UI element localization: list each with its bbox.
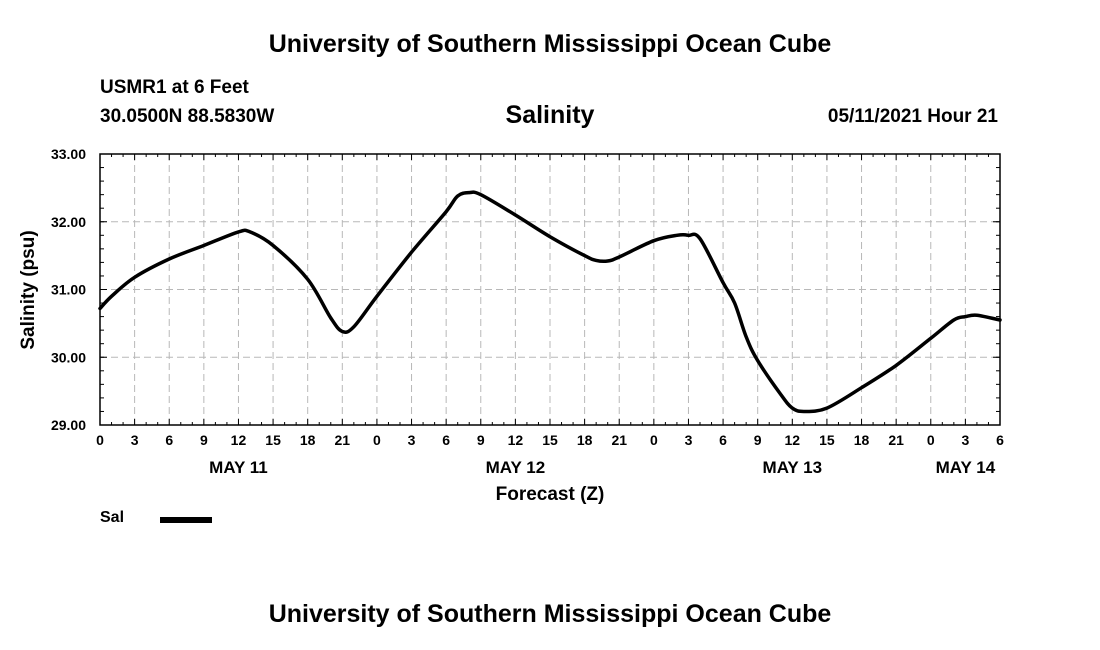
x-tick-label: 3 bbox=[131, 432, 139, 448]
legend-label: Sal bbox=[100, 509, 125, 526]
y-tick-label: 29.00 bbox=[51, 417, 86, 433]
x-tick-label: 15 bbox=[265, 432, 281, 448]
x-tick-label: 21 bbox=[888, 432, 904, 448]
x-tick-label: 6 bbox=[996, 432, 1004, 448]
x-tick-label: 12 bbox=[231, 432, 247, 448]
x-tick-label: 12 bbox=[508, 432, 524, 448]
axis-labels: 0 3 6 9 12 15 18 21 0 3 6 9 12 15 18 21 0 3 6 9 12 15 18 21 0 3 6 2… bbox=[51, 146, 1004, 477]
footer-title: University of Southern Mississippi Ocean… bbox=[268, 600, 832, 628]
axis-ticks bbox=[99, 153, 1001, 426]
y-axis-title: Salinity (psu) bbox=[18, 230, 39, 349]
page-title: University of Southern Mississippi Ocean… bbox=[268, 30, 832, 58]
x-tick-label: 6 bbox=[165, 432, 173, 448]
forecast-datetime: 05/11/2021 Hour 21 bbox=[827, 106, 998, 127]
y-tick-label: 32.00 bbox=[51, 214, 86, 230]
x-tick-label: 9 bbox=[200, 432, 208, 448]
x-tick-label: 6 bbox=[719, 432, 727, 448]
grid-lines bbox=[100, 154, 1000, 425]
station-coordinates: 30.0500N 88.5830W bbox=[100, 106, 275, 127]
x-tick-label: 6 bbox=[442, 432, 450, 448]
x-date-label: MAY 12 bbox=[486, 458, 546, 477]
x-date-label: MAY 13 bbox=[763, 458, 823, 477]
legend-line-swatch bbox=[160, 517, 212, 523]
y-tick-label: 30.00 bbox=[51, 349, 86, 365]
x-date-label: MAY 11 bbox=[209, 458, 268, 477]
station-label: USMR1 at 6 Feet bbox=[100, 77, 249, 98]
x-date-label: MAY 14 bbox=[936, 458, 996, 477]
y-tick-label: 33.00 bbox=[51, 146, 86, 162]
x-tick-label: 0 bbox=[927, 432, 935, 448]
x-tick-label: 0 bbox=[650, 432, 658, 448]
x-tick-label: 12 bbox=[785, 432, 801, 448]
x-tick-label: 9 bbox=[754, 432, 762, 448]
x-tick-label: 15 bbox=[542, 432, 558, 448]
x-tick-label: 3 bbox=[408, 432, 416, 448]
x-tick-label: 21 bbox=[335, 432, 351, 448]
series-line-sal bbox=[98, 190, 1002, 414]
x-tick-label: 15 bbox=[819, 432, 835, 448]
x-tick-label: 3 bbox=[961, 432, 969, 448]
x-tick-label: 18 bbox=[300, 432, 316, 448]
x-tick-label: 0 bbox=[96, 432, 104, 448]
x-tick-label: 18 bbox=[854, 432, 870, 448]
x-tick-label: 0 bbox=[373, 432, 381, 448]
x-tick-label: 3 bbox=[685, 432, 693, 448]
chart-title: Salinity bbox=[505, 101, 595, 129]
x-tick-label: 18 bbox=[577, 432, 593, 448]
x-tick-label: 21 bbox=[611, 432, 627, 448]
x-tick-label: 9 bbox=[477, 432, 485, 448]
y-tick-label: 31.00 bbox=[51, 282, 86, 298]
x-axis-title: Forecast (Z) bbox=[496, 484, 605, 505]
